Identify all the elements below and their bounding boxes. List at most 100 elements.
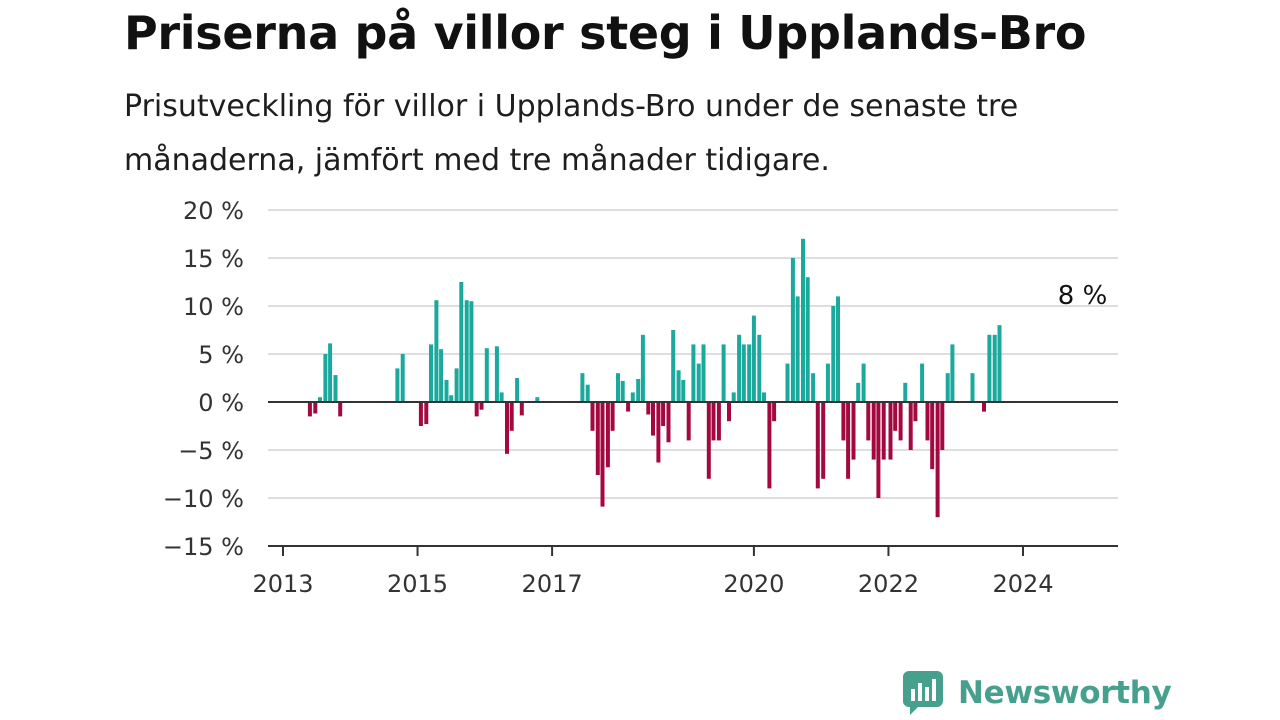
x-tick-label: 2020 [723,570,784,598]
bar [836,296,840,402]
bar [509,402,514,431]
bar [711,402,716,441]
bar [666,402,671,443]
bar [871,402,876,460]
bar [454,368,459,402]
bar [494,346,499,402]
bar [505,402,509,454]
bar [856,382,861,402]
bar [333,375,338,402]
bar [815,402,820,489]
bar [821,402,826,479]
y-tick-label: 0 % [198,389,244,417]
bar [881,402,886,460]
bar [762,392,766,402]
bar [731,392,736,402]
x-tick-label: 2024 [992,570,1053,598]
bar [640,334,645,402]
bar [950,344,955,402]
y-tick-label: −5 % [178,437,244,465]
bar [395,368,400,402]
y-tick-label: 15 % [183,245,244,273]
bar [656,402,661,463]
bar [626,402,631,412]
bar [925,402,930,441]
bar [499,392,504,402]
bar [515,378,520,402]
bar [424,402,429,425]
bar [484,348,489,402]
bar [701,344,706,402]
bar [439,349,444,402]
x-tick-label: 2017 [522,570,583,598]
tick-labels: 20 % 15 % 10 % 5 % 0 % −5 % −10 % −15 % 2013 2015… [163,197,1107,598]
bar [935,402,940,518]
bar [469,301,474,402]
bar [997,325,1002,402]
bar [691,344,696,402]
bar [646,402,651,415]
bar [785,363,790,402]
bar [636,379,641,402]
bar [930,402,935,470]
last-value-annotation: 8 % [1058,281,1108,311]
brand-logo[interactable]: Newsworthy [902,668,1172,718]
bar [706,402,711,479]
bar [851,402,856,460]
bar [323,354,328,402]
bar [686,402,691,441]
bar [449,395,454,402]
bar [741,344,746,402]
bar [630,392,635,402]
bar [801,238,805,402]
x-tick-label: 2022 [858,570,919,598]
bar [580,373,585,402]
bar [987,334,992,402]
y-tick-label: −10 % [163,485,244,513]
bar [429,344,433,402]
bar [671,330,676,402]
bar [982,402,986,412]
bar [913,402,918,422]
bar [861,363,866,402]
brand-name: Newsworthy [958,675,1172,711]
bar [747,344,752,402]
bar [616,373,620,402]
bar [831,306,836,402]
bar [595,402,600,475]
bar [790,258,795,402]
bar [479,402,484,410]
newsworthy-logo-icon [903,671,943,715]
bar [681,379,686,402]
bar [605,402,610,468]
bar [651,402,655,436]
bar [898,402,903,441]
bar [676,370,681,402]
bar [721,344,726,402]
bar [338,402,343,417]
bar [620,380,625,402]
bar [888,402,893,460]
bar [795,296,800,402]
bar [464,300,469,402]
y-tick-label: 5 % [198,341,244,369]
bar [318,397,322,402]
bar [772,402,777,422]
bar [940,402,945,450]
bar [444,379,449,402]
bar [696,363,701,402]
bar [600,402,605,507]
bar [307,402,312,417]
bar [893,402,898,431]
x-tick-label: 2013 [252,570,313,598]
bars [307,238,1002,518]
bar [610,402,615,431]
chart-subtitle: Prisutveckling för villor i Upplands-Bro… [124,89,1019,178]
bar [535,397,540,402]
bar [716,402,721,441]
bar [328,343,333,402]
bar [459,282,464,402]
bar [313,402,318,414]
bar [903,382,908,402]
